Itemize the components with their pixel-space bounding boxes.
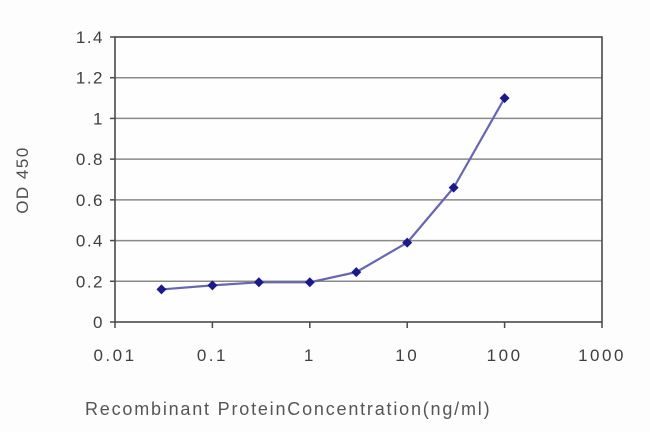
data-point-marker: [207, 280, 218, 291]
y-tick-label: 1.2: [76, 69, 104, 88]
x-tick-label: 1000: [578, 346, 626, 365]
x-tick-label: 100: [487, 346, 523, 365]
series-line: [161, 97, 506, 291]
y-tick-label: 1: [93, 109, 104, 128]
x-tick-label: 0.01: [93, 346, 136, 365]
y-tick-label: 0.8: [76, 150, 104, 169]
x-tick-label: 1: [304, 346, 316, 365]
x-axis-title: Recombinant ProteinConcentration(ng/ml): [85, 399, 492, 419]
y-tick-label: 1.4: [76, 28, 104, 47]
data-point-marker: [448, 182, 459, 193]
y-tick-label: 0.2: [76, 272, 104, 291]
y-tick-label: 0.6: [76, 191, 104, 210]
y-axis-title: OD 450: [13, 146, 32, 214]
plot-area: [115, 37, 602, 322]
data-point-marker: [402, 237, 413, 248]
data-point-marker: [253, 277, 264, 288]
data-point-marker: [499, 93, 510, 104]
plot-border: [114, 36, 603, 323]
y-tick-label: 0: [93, 313, 104, 332]
x-tick-label: 10: [395, 346, 419, 365]
y-tick-label: 0.4: [76, 232, 104, 251]
data-point-marker: [351, 267, 362, 278]
data-point-marker: [304, 277, 315, 288]
x-tick-label: 0.1: [197, 346, 228, 365]
data-point-marker: [156, 284, 167, 295]
